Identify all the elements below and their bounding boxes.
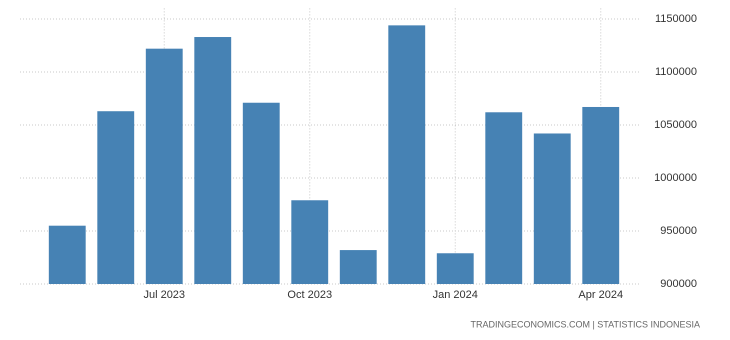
bar xyxy=(388,25,426,285)
bar xyxy=(436,253,474,284)
source: TRADINGECONOMICS.COM | STATISTICS INDONE… xyxy=(470,319,700,329)
y-tick-label: 1150000 xyxy=(655,13,697,25)
bar xyxy=(485,112,523,284)
y-tick-label: 1100000 xyxy=(655,66,697,78)
bar xyxy=(48,225,86,284)
bar xyxy=(242,102,280,285)
x-tick-label: Jul 2023 xyxy=(143,289,185,301)
y-tick-label: 900000 xyxy=(660,278,697,290)
bar xyxy=(194,37,232,284)
bar xyxy=(339,250,377,284)
bar xyxy=(97,111,135,284)
bar xyxy=(533,133,571,284)
y-tick-label: 1050000 xyxy=(654,119,697,131)
y-tick-label: 950000 xyxy=(660,225,697,237)
x-tick-label: Apr 2024 xyxy=(578,289,623,301)
bar xyxy=(145,48,183,285)
y-tick-label: 1000000 xyxy=(654,172,697,184)
bar xyxy=(582,106,620,284)
x-tick-label: Oct 2023 xyxy=(287,289,332,301)
bar xyxy=(291,200,329,284)
x-tick-label: Jan 2024 xyxy=(433,289,478,301)
